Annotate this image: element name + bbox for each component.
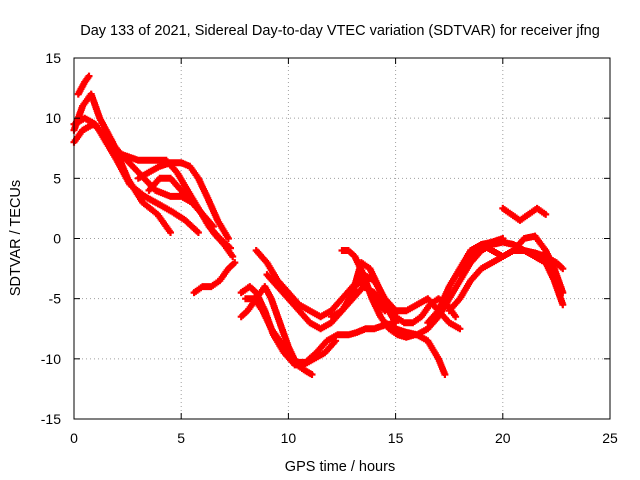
y-tick-label: 10 (45, 110, 61, 126)
y-tick-label: 15 (45, 50, 61, 66)
series-track-4 (74, 72, 93, 98)
axis-ticks: 0 5 10 15 20 25 -15 -10 -5 0 5 10 15 (41, 50, 618, 446)
y-tick-label: -15 (41, 411, 61, 427)
data-points (70, 72, 567, 378)
plus-markers (145, 174, 217, 230)
x-tick-label: 0 (70, 430, 78, 446)
series-track-7 (145, 174, 217, 230)
series-track-11 (242, 295, 400, 366)
y-tick-label: -10 (41, 351, 61, 367)
series-track-22 (499, 204, 550, 224)
x-tick-label: 5 (177, 430, 185, 446)
plus-markers (381, 319, 449, 378)
plus-markers (242, 295, 400, 366)
plus-markers (413, 238, 567, 339)
series-track-21 (456, 235, 507, 279)
x-axis-label: GPS time / hours (285, 459, 395, 475)
plus-markers (190, 259, 239, 297)
x-tick-label: 15 (388, 430, 404, 446)
series-track-6 (134, 159, 232, 242)
plus-markers (74, 72, 93, 98)
x-tick-label: 25 (602, 430, 618, 446)
chart-title: Day 133 of 2021, Sidereal Day-to-day VTE… (80, 23, 600, 39)
series-track-3 (70, 120, 237, 260)
plus-markers (134, 159, 232, 242)
series-track-17 (381, 319, 449, 378)
plus-markers (499, 204, 550, 224)
y-tick-label: -5 (49, 291, 62, 307)
series-track-8 (190, 259, 239, 297)
series-track-20 (445, 247, 567, 315)
x-tick-label: 10 (281, 430, 297, 446)
series-track-18 (413, 238, 567, 339)
y-tick-label: 5 (53, 170, 61, 186)
y-axis-label: SDTVAR / TECUs (8, 180, 24, 296)
x-tick-label: 20 (495, 430, 511, 446)
y-tick-label: 0 (53, 231, 61, 247)
plus-markers (445, 247, 567, 315)
plus-markers (70, 120, 237, 260)
plus-markers (456, 235, 507, 279)
